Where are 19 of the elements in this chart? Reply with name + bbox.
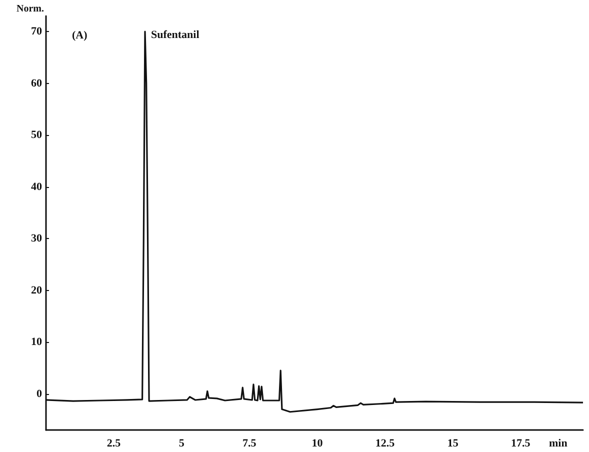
y-tick-label: 70 xyxy=(31,26,42,38)
y-axis-title: Norm. xyxy=(16,4,44,14)
y-tick-label: 60 xyxy=(31,77,42,90)
x-tick-label: 7.5 xyxy=(242,438,257,450)
x-tick-label: 5 xyxy=(178,438,185,450)
annotation: (A) xyxy=(72,30,88,42)
y-tick-label: 10 xyxy=(31,336,42,348)
x-tick-label: 10 xyxy=(312,438,324,450)
y-tick-label: 30 xyxy=(31,232,42,245)
y-tick-label: 40 xyxy=(31,180,42,193)
y-tick-label: 0 xyxy=(36,388,42,400)
x-tick-label: 2.5 xyxy=(106,438,122,450)
x-tick-label: 17.5 xyxy=(510,438,531,450)
annotation: Sufentanil xyxy=(150,29,200,42)
x-axis-title: min xyxy=(549,438,568,450)
x-tick-label: 12.5 xyxy=(375,438,396,450)
x-tick-label: 15 xyxy=(447,438,459,450)
y-tick-label: 20 xyxy=(31,284,42,296)
y-tick-label: 50 xyxy=(31,129,42,142)
